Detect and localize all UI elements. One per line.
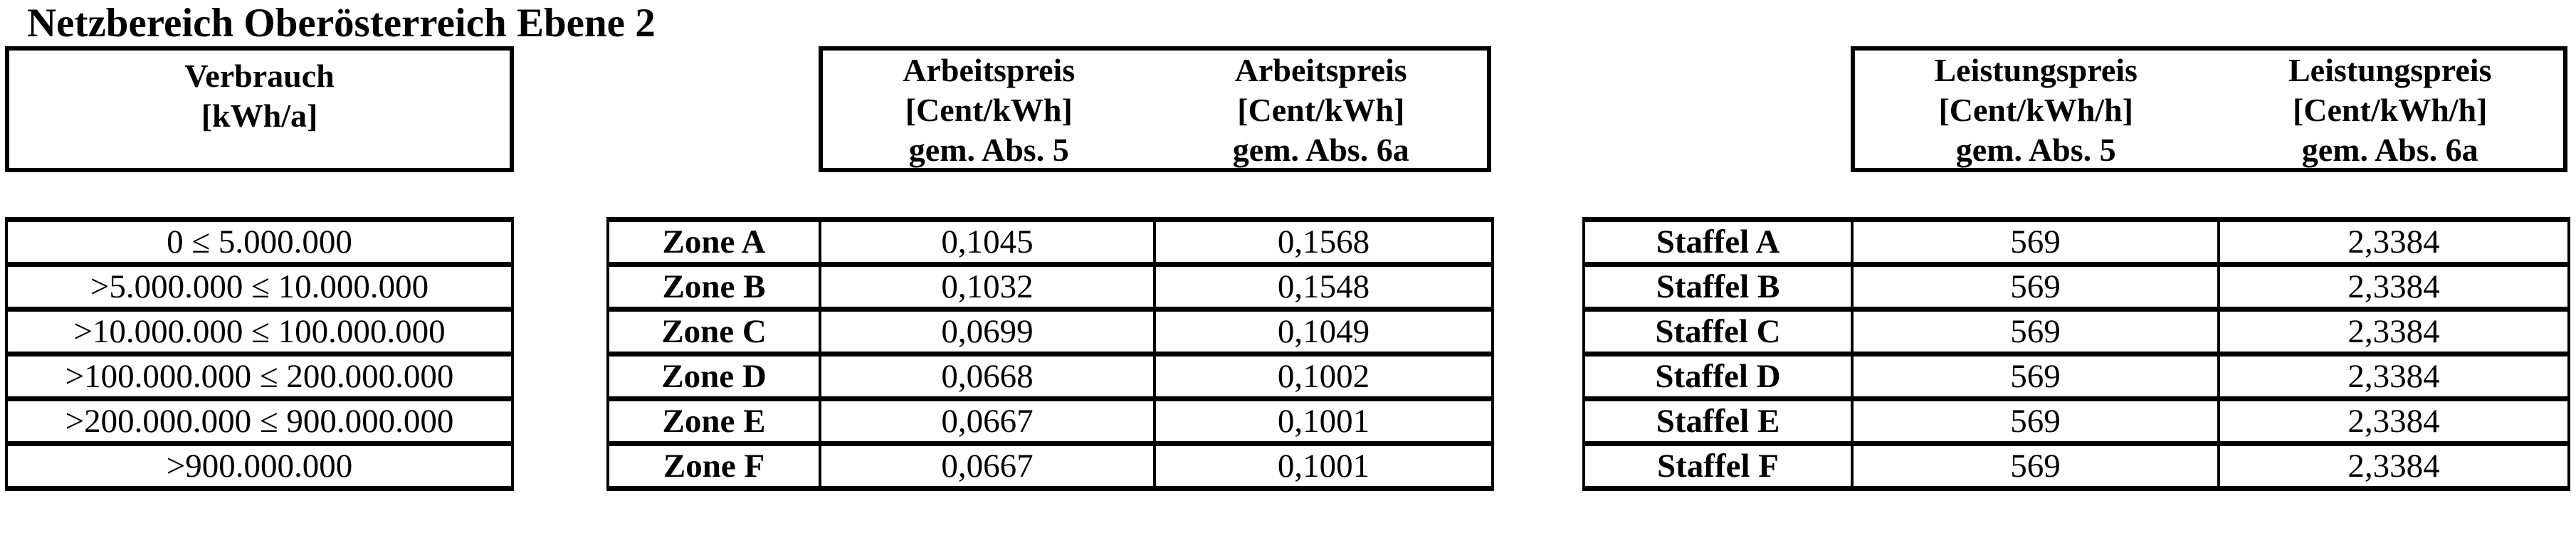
staffel-label: Staffel F [1582,441,1854,491]
consumption-range-cell: >100.000.000 ≤ 200.000.000 [5,352,514,401]
price-abs6a-cell: 2,3384 [2217,307,2570,356]
column-ref: gem. Abs. 6a [2301,132,2478,168]
price-abs5-cell: 569 [1851,217,2220,267]
consumption-range-cell: >10.000.000 ≤ 100.000.000 [5,307,514,356]
table-row: >5.000.000 ≤ 10.000.000 [5,262,514,312]
price-abs5-cell: 0,0667 [819,441,1156,491]
price-abs6a-cell: 0,1001 [1153,441,1494,491]
table-row: Zone E 0,0667 0,1001 [606,396,1494,446]
column-ref: gem. Abs. 5 [908,132,1069,168]
price-abs6a-cell: 0,1002 [1153,352,1494,401]
page-title: Netzbereich Oberösterreich Ebene 2 [27,1,656,46]
staffel-label: Staffel E [1582,396,1854,446]
zone-label: Zone E [606,396,821,446]
zone-label: Zone B [606,262,821,312]
energy-price-header-box: Arbeitspreis [Cent/kWh] gem. Abs. 5 Arbe… [819,46,1491,172]
column-unit: [Cent/kWh] [905,92,1073,128]
energy-price-header-abs5: Arbeitspreis [Cent/kWh] gem. Abs. 5 [823,51,1155,168]
price-abs5-cell: 569 [1851,307,2220,356]
capacity-price-header-abs6a: Leistungspreis [Cent/kWh/h] gem. Abs. 6a [2217,51,2563,168]
column-ref: gem. Abs. 5 [1955,132,2116,168]
column-title: Leistungspreis [1934,52,2138,88]
column-ref: gem. Abs. 6a [1232,132,1409,168]
consumption-range-cell: >900.000.000 [5,441,514,491]
price-abs5-cell: 0,1032 [819,262,1156,312]
column-title: Arbeitspreis [903,52,1076,88]
consumption-table: 0 ≤ 5.000.000 >5.000.000 ≤ 10.000.000 >1… [5,217,514,491]
table-row: >200.000.000 ≤ 900.000.000 [5,396,514,446]
energy-price-table: Zone A 0,1045 0,1568 Zone B 0,1032 0,154… [606,217,1494,491]
price-abs5-cell: 0,0668 [819,352,1156,401]
price-abs6a-cell: 2,3384 [2217,352,2570,401]
staffel-label: Staffel B [1582,262,1854,312]
staffel-label: Staffel D [1582,352,1854,401]
table-row: Zone A 0,1045 0,1568 [606,217,1494,267]
capacity-price-header-abs5: Leistungspreis [Cent/kWh/h] gem. Abs. 5 [1855,51,2217,168]
price-abs5-cell: 0,0699 [819,307,1156,356]
price-abs6a-cell: 0,1049 [1153,307,1494,356]
consumption-header-title: Verbrauch [184,58,335,94]
table-row: 0 ≤ 5.000.000 [5,217,514,267]
price-abs5-cell: 0,0667 [819,396,1156,446]
price-abs6a-cell: 2,3384 [2217,396,2570,446]
staffel-label: Staffel C [1582,307,1854,356]
table-row: Zone F 0,0667 0,1001 [606,441,1494,491]
price-abs6a-cell: 2,3384 [2217,441,2570,491]
consumption-range-cell: 0 ≤ 5.000.000 [5,217,514,267]
price-abs5-cell: 569 [1851,396,2220,446]
table-row: Staffel C 569 2,3384 [1582,307,2570,356]
table-row: Zone B 0,1032 0,1548 [606,262,1494,312]
column-unit: [Cent/kWh] [1237,92,1405,128]
table-row: Staffel F 569 2,3384 [1582,441,2570,491]
column-title: Leistungspreis [2288,52,2492,88]
column-unit: [Cent/kWh/h] [1938,92,2133,128]
price-abs6a-cell: 2,3384 [2217,217,2570,267]
consumption-range-cell: >200.000.000 ≤ 900.000.000 [5,396,514,446]
table-row: Zone D 0,0668 0,1002 [606,352,1494,401]
zone-label: Zone A [606,217,821,267]
consumption-header-box: Verbrauch [kWh/a] [5,46,514,172]
capacity-price-table: Staffel A 569 2,3384 Staffel B 569 2,338… [1582,217,2570,491]
table-row: >10.000.000 ≤ 100.000.000 [5,307,514,356]
consumption-header-unit: [kWh/a] [201,97,318,134]
table-row: Staffel A 569 2,3384 [1582,217,2570,267]
column-title: Arbeitspreis [1234,52,1407,88]
staffel-label: Staffel A [1582,217,1854,267]
price-abs5-cell: 569 [1851,352,2220,401]
zone-label: Zone F [606,441,821,491]
price-abs5-cell: 0,1045 [819,217,1156,267]
column-unit: [Cent/kWh/h] [2292,92,2488,128]
consumption-header-stack: Verbrauch [kWh/a] [9,51,510,168]
table-row: Staffel E 569 2,3384 [1582,396,2570,446]
capacity-price-header-box: Leistungspreis [Cent/kWh/h] gem. Abs. 5 … [1851,46,2567,172]
zone-label: Zone D [606,352,821,401]
consumption-range-cell: >5.000.000 ≤ 10.000.000 [5,262,514,312]
table-row: Zone C 0,0699 0,1049 [606,307,1494,356]
price-abs6a-cell: 2,3384 [2217,262,2570,312]
table-row: Staffel D 569 2,3384 [1582,352,2570,401]
table-row: >900.000.000 [5,441,514,491]
price-abs6a-cell: 0,1548 [1153,262,1494,312]
table-row: >100.000.000 ≤ 200.000.000 [5,352,514,401]
price-abs5-cell: 569 [1851,441,2220,491]
energy-price-header-abs6a: Arbeitspreis [Cent/kWh] gem. Abs. 6a [1155,51,1488,168]
zone-label: Zone C [606,307,821,356]
price-abs5-cell: 569 [1851,262,2220,312]
price-abs6a-cell: 0,1001 [1153,396,1494,446]
price-abs6a-cell: 0,1568 [1153,217,1494,267]
table-row: Staffel B 569 2,3384 [1582,262,2570,312]
